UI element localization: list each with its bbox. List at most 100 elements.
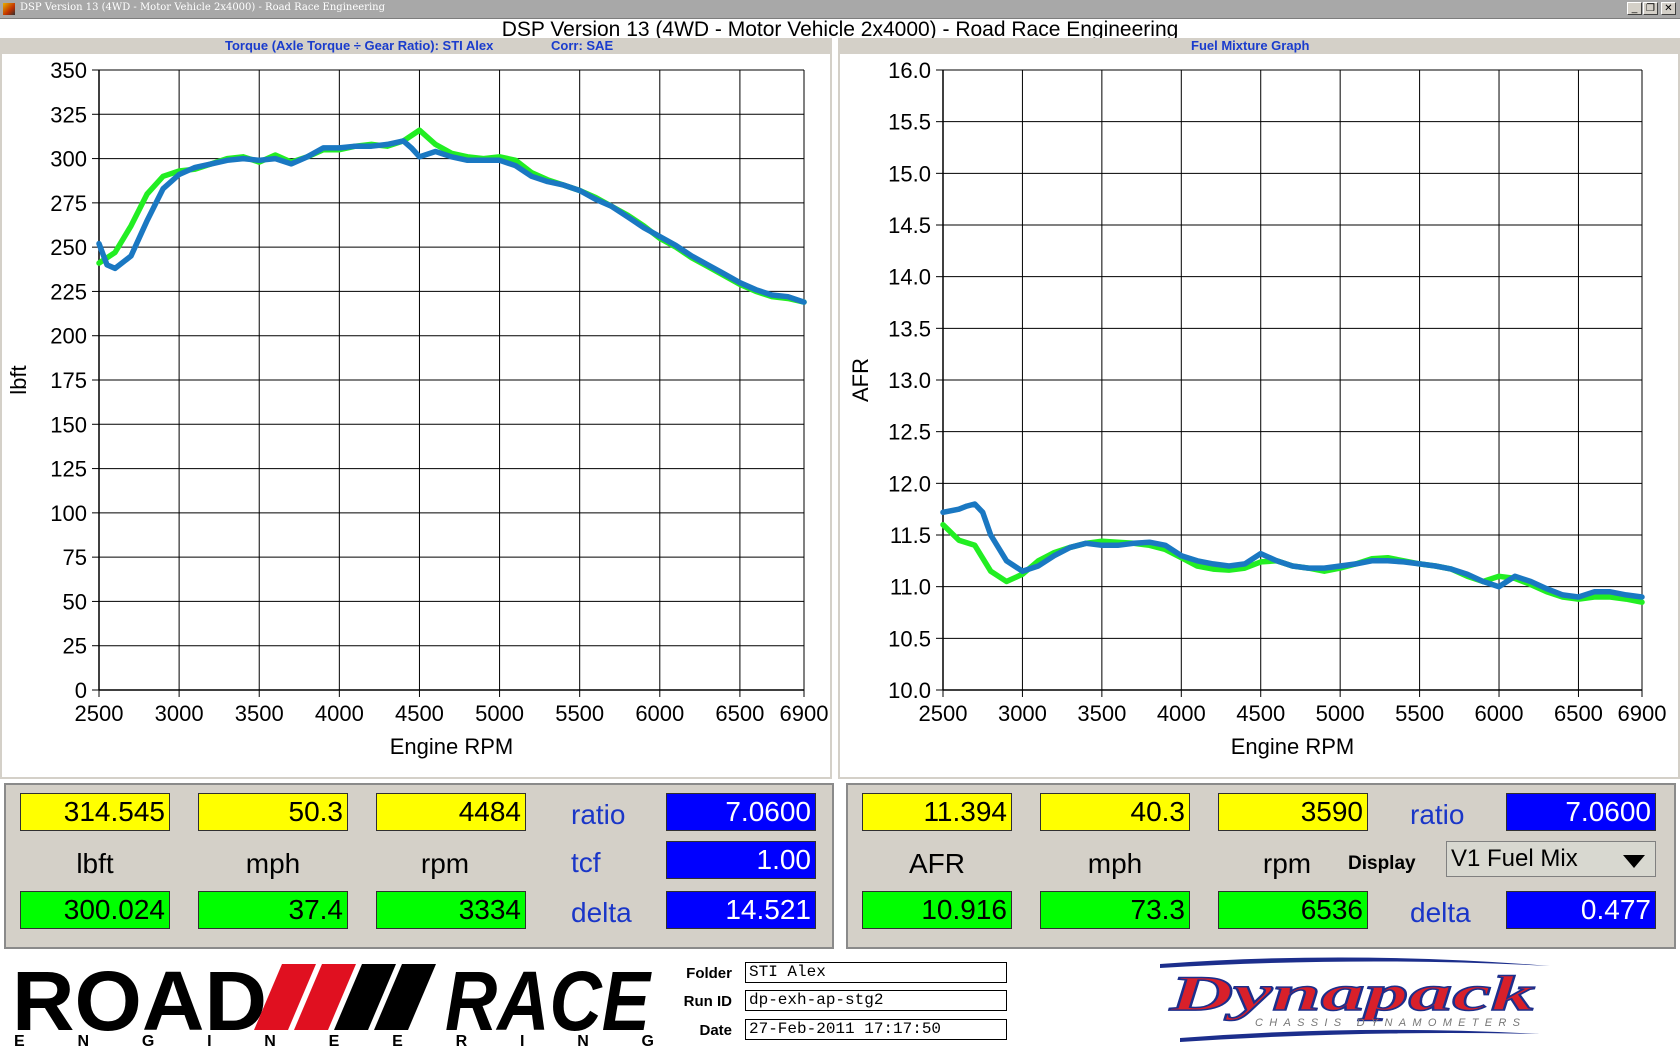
tcf-label: tcf	[571, 847, 601, 878]
date-label: Date	[699, 1022, 732, 1039]
series-line-2	[940, 501, 1645, 600]
ref-afr-value: 10.916	[862, 891, 1012, 929]
y-tick-label: 10.0	[888, 678, 931, 703]
afr-plot-area[interactable]: 10.0 10.5 11.0 11.5 12.0 12.5 13.0 13.5 14.0 14.5…	[840, 54, 1678, 777]
x-tick-label: 6900	[780, 701, 829, 726]
y-tick-label: 11.0	[890, 575, 931, 600]
y-tick-label: 0	[75, 678, 87, 703]
y-tick-label: 25	[63, 634, 87, 659]
ref-mph-value-right: 73.3	[1040, 891, 1190, 929]
x-tick-label: 5000	[475, 701, 524, 726]
y-tick-label: 75	[63, 545, 87, 570]
ref-mph-value: 37.4	[198, 891, 348, 929]
cursor-rpm-value: 4484	[376, 793, 526, 831]
afr-chart-subtitle: Fuel Mixture Graph	[1191, 38, 1310, 53]
y-tick-label: 250	[50, 235, 87, 260]
y-tick-label: 350	[50, 58, 87, 83]
x-tick-label: 4500	[1236, 701, 1285, 726]
run-id-label: Run ID	[683, 993, 732, 1010]
torque-plot-area[interactable]: 0 25 50 75 100 125 150 175 200 225 250 275 300 325 350…	[2, 54, 830, 777]
date-field[interactable]: 27-Feb-2011 17:17:50	[745, 1019, 1007, 1040]
logo-stripe-black-1	[334, 964, 396, 1030]
x-tick-label: 6500	[715, 701, 764, 726]
folder-field[interactable]: STI Alex	[745, 962, 1007, 983]
app-icon	[3, 3, 15, 15]
y-tick-label: 13.0	[888, 368, 931, 393]
y-tick-label: 125	[50, 457, 87, 482]
chevron-down-icon[interactable]	[1623, 855, 1645, 868]
y-tick-label: 175	[50, 368, 87, 393]
series-line-2	[96, 138, 807, 305]
display-select[interactable]: V1 Fuel Mix	[1446, 841, 1656, 877]
title-bar: DSP Version 13 (4WD - Motor Vehicle 2x40…	[0, 0, 1680, 19]
ratio-value[interactable]: 7.0600	[666, 793, 816, 831]
ratio-value-right[interactable]: 7.0600	[1506, 793, 1656, 831]
afr-readout-panel: 11.394 40.3 3590 AFR mph rpm 10.916 73.3…	[846, 783, 1676, 949]
y-tick-label: 15.0	[888, 161, 931, 186]
display-label: Display	[1348, 853, 1416, 874]
y-tick-label: 300	[50, 147, 87, 172]
torque-chart-subtitle: Torque (Axle Torque ÷ Gear Ratio): STI A…	[225, 38, 494, 53]
dynapack-logo: Dynapack CHASSIS DYNAMOMETERS	[1160, 957, 1550, 1042]
y-tick-label: 12.0	[888, 471, 931, 496]
rpm-unit-label-right: rpm	[1262, 848, 1312, 879]
y-axis-label: AFR	[848, 358, 873, 402]
delta-label-right: delta	[1410, 897, 1471, 928]
logo-stripe-red-1	[254, 964, 316, 1030]
dynapack-swoosh-top	[1160, 957, 1550, 968]
cursor-torque-value: 314.545	[20, 793, 170, 831]
x-tick-label: 5500	[1395, 701, 1444, 726]
y-tick-label: 12.5	[888, 420, 931, 445]
x-tick-label: 4500	[395, 701, 444, 726]
close-button[interactable]: ✕	[1661, 2, 1676, 15]
y-tick-label: 13.5	[888, 316, 931, 341]
delta-label: delta	[571, 897, 632, 928]
y-tick-label: 150	[50, 412, 87, 437]
delta-value-right: 0.477	[1506, 891, 1656, 929]
torque-chart[interactable]: 0 25 50 75 100 125 150 175 200 225 250 275 300 325 350…	[2, 54, 830, 777]
y-tick-label: 200	[50, 324, 87, 349]
y-tick-label: 14.5	[888, 213, 931, 238]
y-tick-label: 225	[50, 279, 87, 304]
delta-value: 14.521	[666, 891, 816, 929]
x-tick-label: 3000	[155, 701, 204, 726]
x-tick-label: 2500	[75, 701, 124, 726]
y-tick-label: 16.0	[888, 58, 931, 83]
cursor-mph-value-right: 40.3	[1040, 793, 1190, 831]
afr-chart[interactable]: 10.0 10.5 11.0 11.5 12.0 12.5 13.0 13.5 14.0 14.5…	[840, 54, 1678, 777]
logo-stripe-red-2	[294, 964, 356, 1030]
ref-torque-value: 300.024	[20, 891, 170, 929]
torque-readout-panel: 314.545 50.3 4484 lbft mph rpm 300.024 3…	[4, 783, 834, 949]
torque-unit-label: lbft	[76, 848, 114, 879]
x-tick-label: 5500	[555, 701, 604, 726]
x-tick-label: 4000	[315, 701, 364, 726]
run-id-field[interactable]: dp-exh-ap-stg2	[745, 990, 1007, 1011]
x-tick-label: 6900	[1618, 701, 1667, 726]
x-tick-label: 2500	[919, 701, 968, 726]
display-select-value: V1 Fuel Mix	[1451, 845, 1578, 872]
x-axis-label: Engine RPM	[1231, 734, 1355, 759]
y-tick-label: 14.0	[888, 265, 931, 290]
x-tick-label: 3500	[235, 701, 284, 726]
y-tick-label: 325	[50, 102, 87, 127]
road-race-logo: ROAD RACE E N G I N E E R I N G	[12, 954, 654, 1050]
rpm-unit-label: rpm	[420, 848, 470, 879]
mph-unit-label: mph	[245, 848, 301, 879]
restore-button[interactable]: ❐	[1643, 2, 1658, 15]
x-tick-label: 6000	[1475, 701, 1524, 726]
x-tick-label: 3500	[1077, 701, 1126, 726]
cursor-mph-value: 50.3	[198, 793, 348, 831]
x-tick-label: 6500	[1554, 701, 1603, 726]
y-tick-label: 275	[50, 191, 87, 216]
afr-unit-label: AFR	[909, 848, 965, 879]
ref-rpm-value-right: 6536	[1218, 891, 1368, 929]
dynapack-logo-text: Dynapack	[1168, 965, 1535, 1021]
logo-road-text: ROAD	[12, 954, 267, 1048]
footer: ROAD RACE E N G I N E E R I N G Folder S…	[0, 952, 1680, 1050]
y-tick-label: 50	[63, 589, 87, 614]
tcf-value[interactable]: 1.00	[666, 841, 816, 879]
cursor-rpm-value-right: 3590	[1218, 793, 1368, 831]
logo-stripe-black-2	[374, 964, 436, 1030]
x-tick-label: 3000	[998, 701, 1047, 726]
minimize-button[interactable]: _	[1627, 2, 1642, 15]
